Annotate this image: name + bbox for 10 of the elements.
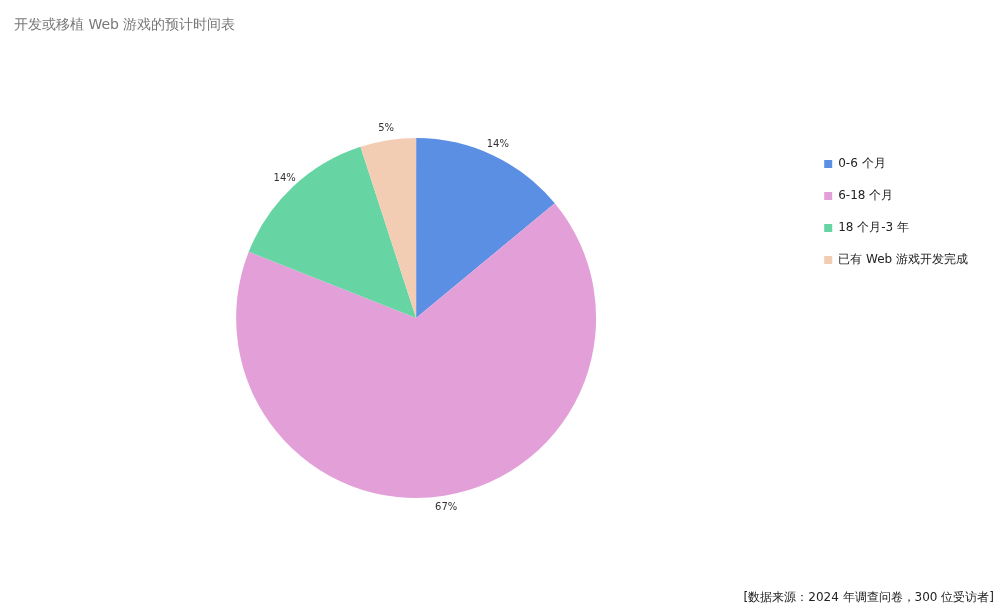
data-label: 14% bbox=[273, 171, 296, 183]
legend-label: 18 个月-3 年 bbox=[838, 220, 910, 235]
legend-label: 已有 Web 游戏开发完成 bbox=[838, 252, 969, 267]
data-label: 14% bbox=[486, 137, 509, 149]
legend-label: 0-6 个月 bbox=[838, 156, 886, 171]
legend-label: 6-18 个月 bbox=[838, 188, 894, 203]
text: [数据来源：2024 年调查问卷，300 位受访者] bbox=[743, 589, 994, 606]
chart-title: 开发或移植 Web 游戏的预计时间表 bbox=[14, 16, 236, 34]
data-label: 67% bbox=[435, 501, 458, 513]
data-label: 5% bbox=[378, 121, 395, 133]
